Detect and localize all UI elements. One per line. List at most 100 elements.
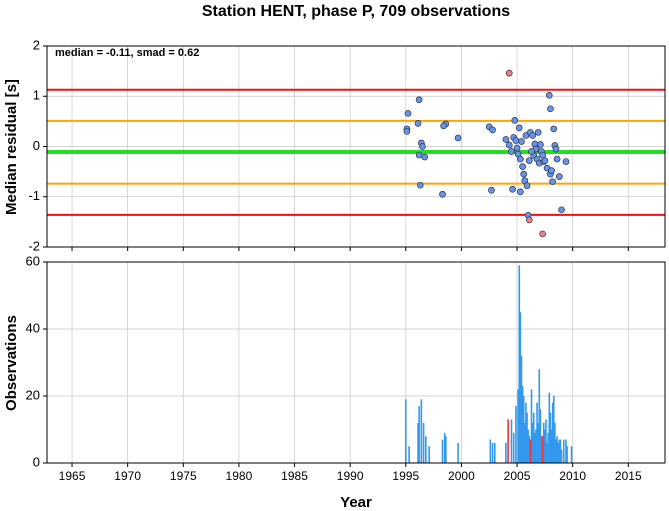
data-point	[454, 134, 462, 142]
bar	[534, 432, 536, 463]
data-point	[502, 136, 510, 143]
data-point	[415, 96, 423, 104]
bar	[512, 432, 515, 463]
x-tick-label: 1980	[226, 469, 253, 483]
data-point	[558, 206, 565, 214]
data-point	[552, 145, 560, 153]
data-point	[528, 148, 535, 155]
bar	[520, 355, 523, 463]
bar	[552, 396, 555, 463]
data-point	[539, 151, 546, 159]
bar	[529, 439, 532, 463]
bar	[519, 312, 522, 463]
bar	[532, 412, 535, 463]
bar	[537, 422, 539, 463]
bar	[493, 442, 496, 463]
data-point	[545, 91, 553, 99]
x-tick-label: 1975	[170, 469, 197, 483]
data-point	[440, 122, 447, 130]
x-tick-label: 1995	[392, 469, 419, 483]
bar	[540, 436, 543, 463]
y-axis-label: Median residual [s]	[3, 79, 20, 215]
bar	[550, 429, 553, 463]
bar	[544, 429, 546, 463]
bar	[559, 439, 562, 463]
data-point	[548, 167, 555, 174]
data-point	[404, 109, 412, 117]
bar	[557, 442, 559, 463]
data-point	[505, 141, 513, 149]
annotation: median = -0.11, smad = 0.62	[55, 47, 199, 59]
data-point	[415, 151, 423, 159]
data-point	[519, 163, 526, 170]
bar	[565, 439, 567, 463]
y-tick-label: 0	[33, 138, 40, 153]
data-point	[550, 125, 558, 133]
data-point	[403, 128, 411, 135]
x-tick-label: 1970	[114, 469, 141, 483]
bar	[515, 406, 517, 463]
y-tick-label: 20	[26, 387, 40, 402]
plot-frame	[46, 261, 666, 464]
x-tick-label: 1965	[59, 469, 86, 483]
x-tick-label: 2000	[448, 469, 475, 483]
bar	[558, 439, 561, 463]
bar	[425, 436, 427, 463]
bar	[547, 432, 549, 463]
data-point	[518, 138, 525, 145]
data-point	[439, 190, 446, 198]
bar	[524, 422, 526, 463]
plot-frame	[46, 45, 666, 248]
bar	[422, 422, 425, 463]
data-point	[555, 173, 563, 180]
data-point	[525, 157, 533, 164]
bar	[535, 429, 537, 463]
bar	[539, 409, 542, 463]
bar	[408, 446, 410, 463]
bar	[548, 392, 551, 463]
bar	[542, 422, 545, 463]
y-axis-label: Observations	[3, 315, 20, 411]
bar	[549, 412, 552, 463]
bar	[531, 422, 534, 463]
data-point	[488, 186, 495, 194]
bar	[527, 429, 529, 463]
x-tick-label: 2005	[504, 469, 531, 483]
data-point	[517, 188, 524, 196]
data-point	[511, 117, 519, 124]
bar	[546, 442, 548, 463]
data-point	[537, 141, 544, 148]
bar	[538, 369, 541, 463]
bar	[570, 446, 573, 463]
bar	[541, 436, 544, 463]
bar	[404, 399, 407, 463]
x-tick-label: 1985	[281, 469, 308, 483]
bar	[536, 402, 538, 463]
data-point	[517, 155, 524, 163]
data-point	[419, 143, 426, 150]
data-point	[513, 144, 521, 152]
bar	[443, 432, 446, 463]
data-point	[416, 181, 424, 189]
data-point	[520, 170, 528, 178]
y-tick-label: 0	[33, 454, 40, 469]
data-point	[421, 153, 429, 161]
data-point	[505, 69, 513, 77]
y-tick-label: -2	[28, 238, 40, 253]
bar	[510, 419, 513, 463]
bar	[525, 402, 527, 463]
bar	[417, 422, 419, 463]
bar	[528, 436, 531, 463]
y-tick-label: 1	[33, 88, 40, 103]
data-point	[539, 230, 546, 238]
data-point	[534, 129, 542, 136]
data-point	[414, 120, 422, 127]
data-point	[547, 105, 554, 113]
bar	[554, 422, 556, 463]
bar	[551, 402, 554, 463]
bar	[505, 442, 507, 463]
y-tick-label: -1	[28, 188, 40, 203]
data-point	[489, 126, 496, 134]
data-point	[508, 148, 515, 155]
